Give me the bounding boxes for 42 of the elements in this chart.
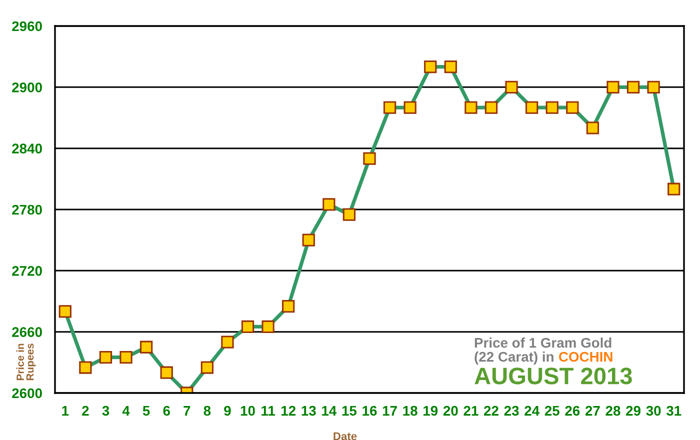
x-tick-label: 13	[302, 406, 316, 416]
x-tick-label: 26	[565, 406, 580, 416]
y-tick-label: 2960	[12, 21, 42, 32]
x-tick-label: 15	[342, 406, 357, 416]
x-tick-label: 17	[382, 406, 397, 416]
x-tick-label: 30	[646, 406, 661, 416]
x-tick-label: 31	[666, 406, 682, 416]
x-tick-label: 2	[82, 406, 89, 416]
y-tick-label: 2900	[12, 82, 42, 92]
x-tick-label: 23	[504, 406, 519, 416]
x-tick-label: 10	[240, 406, 255, 416]
y-tick-label: 2720	[12, 266, 42, 276]
x-tick-label: 9	[224, 406, 231, 416]
text: AUGUST 2013	[474, 368, 632, 384]
x-tick-label: 29	[626, 406, 640, 416]
x-tick-label: 14	[322, 406, 337, 416]
x-tick-label: 8	[204, 406, 211, 416]
y-tick-label: 2600	[12, 388, 42, 398]
x-tick-label: 12	[281, 406, 296, 416]
x-tick-label: 24	[524, 406, 540, 416]
x-tick-label: 19	[424, 406, 438, 416]
x-tick-label: 21	[464, 406, 478, 416]
x-tick-label: 16	[362, 406, 377, 416]
y-axis-title: Price in Rupees	[16, 344, 36, 380]
x-tick-label: 25	[544, 406, 560, 416]
x-tick-label: 27	[585, 406, 600, 416]
x-tick-label: 28	[606, 406, 620, 416]
x-tick-label: 4	[122, 406, 130, 416]
x-tick-label: 22	[484, 406, 498, 416]
x-tick-label: 11	[262, 406, 276, 416]
x-tick-label: 5	[142, 406, 150, 416]
x-tick-label: 3	[102, 406, 110, 416]
y-tick-label: 2840	[12, 144, 42, 154]
x-tick-label: 1	[62, 406, 69, 416]
x-axis-title: Date	[334, 432, 357, 440]
x-tick-label: 18	[403, 406, 418, 416]
x-tick-label: 6	[163, 406, 170, 416]
y-tick-label: 2660	[12, 327, 42, 338]
x-tick-label: 7	[184, 406, 190, 416]
x-tick-label: 20	[443, 406, 458, 416]
y-tick-label: 2780	[12, 204, 42, 215]
text: Price of 1 Gram Gold (22 Carat) in COCHIN	[474, 338, 612, 364]
